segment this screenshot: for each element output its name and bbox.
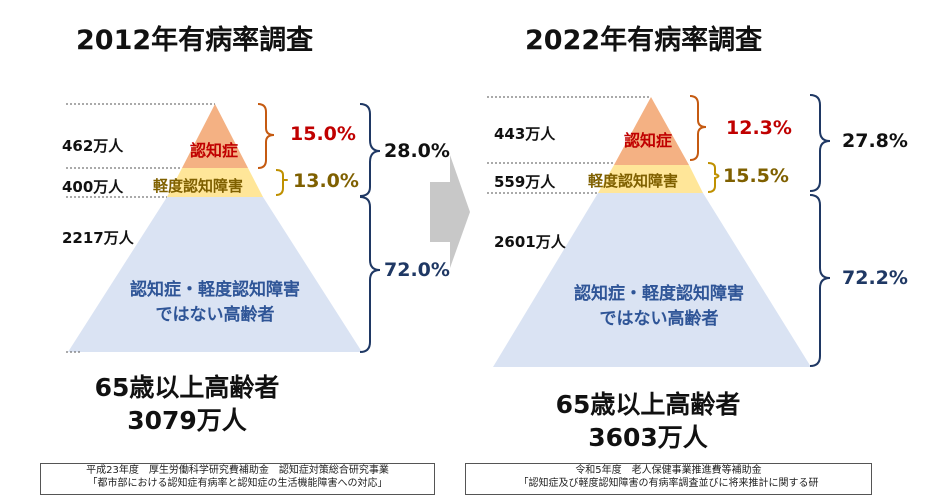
left-normal-label-line1: 認知症・軽度認知障害	[130, 280, 300, 300]
left-dementia-percent: 15.0%	[290, 123, 356, 145]
left-combined-percent: 28.0%	[384, 140, 450, 162]
left-total-line2: 3079万人	[127, 406, 247, 435]
right-normal-label-line2: ではない高齢者	[599, 309, 719, 329]
left-normal-segment	[68, 197, 362, 352]
left-dementia-label: 認知症	[190, 141, 239, 160]
left-title: 2012年有病率調査	[76, 25, 314, 56]
left-mci-bracket	[275, 169, 288, 196]
right-source-line2: 「認知症及び軽度認知障害の有病率調査並びに将来推計に関する研	[518, 478, 819, 489]
right-total-line2: 3603万人	[588, 423, 708, 452]
left-total-line1: 65歳以上高齢者	[94, 373, 280, 402]
right-dementia-percent: 12.3%	[726, 117, 792, 139]
left-source-box: 平成23年度 厚生労働科学研究費補助金 認知症対策総合研究事業 「都市部における…	[40, 463, 435, 495]
right-mci-bracket	[707, 162, 720, 193]
left-normal-bracket	[359, 196, 381, 353]
right-source-line1: 令和5年度 老人保健事業推進費等補助金	[575, 465, 762, 476]
right-guide-lines	[487, 96, 651, 194]
left-normal-label-line2: ではない高齢者	[155, 305, 275, 325]
left-normal-count: 2217万人	[62, 229, 134, 247]
right-total: 65歳以上高齢者 3603万人	[528, 388, 768, 454]
right-dementia-segment	[614, 97, 689, 165]
left-normal-percent: 72.0%	[384, 259, 450, 281]
left-normal-label: 認知症・軽度認知障害 ではない高齢者	[113, 278, 317, 328]
right-title: 2022年有病率調査	[525, 25, 763, 56]
right-normal-percent: 72.2%	[842, 267, 908, 289]
right-combined-bracket	[809, 94, 831, 192]
right-normal-bracket	[809, 194, 831, 367]
left-mci-label: 軽度認知障害	[153, 177, 244, 195]
right-mci-label: 軽度認知障害	[588, 172, 679, 190]
right-total-line1: 65歳以上高齢者	[555, 390, 741, 419]
left-mci-count: 400万人	[62, 178, 124, 196]
left-dementia-count: 462万人	[62, 137, 124, 155]
right-source-box: 令和5年度 老人保健事業推進費等補助金 「認知症及び軽度認知障害の有病率調査並び…	[465, 463, 872, 495]
left-source-line1: 平成23年度 厚生労働科学研究費補助金 認知症対策総合研究事業	[86, 465, 389, 476]
left-dementia-bracket	[257, 103, 275, 169]
right-dementia-label: 認知症	[624, 131, 673, 150]
right-dementia-bracket	[689, 95, 707, 161]
transition-arrow	[430, 155, 470, 268]
right-normal-segment	[493, 193, 811, 367]
left-mci-segment	[167, 168, 263, 197]
right-mci-count: 559万人	[494, 173, 556, 191]
right-combined-percent: 27.8%	[842, 130, 908, 152]
left-combined-bracket	[359, 103, 381, 197]
right-mci-segment	[598, 165, 703, 193]
left-mci-percent: 13.0%	[293, 170, 359, 192]
left-guide-lines	[66, 103, 215, 353]
left-total: 65歳以上高齢者 3079万人	[72, 371, 302, 437]
right-normal-label: 認知症・軽度認知障害 ではない高齢者	[553, 282, 765, 332]
right-normal-label-line1: 認知症・軽度認知障害	[574, 284, 744, 304]
left-dementia-segment	[182, 104, 248, 168]
right-dementia-count: 443万人	[494, 125, 556, 143]
right-mci-percent: 15.5%	[723, 165, 789, 187]
right-normal-count: 2601万人	[494, 233, 566, 251]
left-source-line2: 「都市部における認知症有病率と認知症の生活機能障害への対応」	[87, 478, 388, 489]
